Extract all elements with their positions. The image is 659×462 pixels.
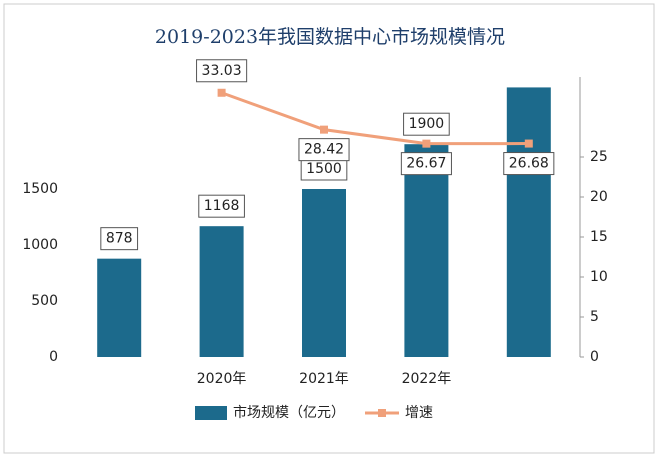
bar xyxy=(404,144,449,357)
line-label-box xyxy=(503,152,555,176)
y-tick-label: 0 xyxy=(49,349,58,365)
bar-label-box xyxy=(100,227,139,251)
bar xyxy=(506,87,551,357)
line-label: 33.03 xyxy=(202,63,242,79)
bar-label-box xyxy=(198,194,245,218)
y-tick-label: 1000 xyxy=(22,237,58,253)
line-marker xyxy=(320,125,328,134)
bar xyxy=(97,258,142,357)
legend-label: 增速 xyxy=(405,405,433,421)
chart-title: 2019-2023年我国数据中心市场规模情况 xyxy=(155,26,505,48)
x-tick-label: 2020年 xyxy=(197,371,247,387)
bar-label-box xyxy=(403,112,450,136)
line-label: 28.42 xyxy=(304,142,344,158)
legend-label: 市场规模（亿元） xyxy=(233,404,345,421)
line-marker xyxy=(524,139,533,148)
bar-label: 878 xyxy=(106,231,133,247)
line-label-box xyxy=(298,138,350,162)
x-tick-label: 2022年 xyxy=(402,371,452,387)
y2-tick-label: 10 xyxy=(590,269,608,285)
y2-tick-label: 20 xyxy=(590,189,608,205)
bar xyxy=(199,226,244,357)
line-label-box xyxy=(400,152,452,176)
line-label-box xyxy=(196,59,248,83)
line-marker xyxy=(217,88,226,97)
y2-tick-label: 25 xyxy=(590,149,608,165)
bar-label: 1900 xyxy=(409,116,445,132)
line-label: 26.68 xyxy=(509,156,549,172)
y2-tick-label: 5 xyxy=(590,309,599,325)
legend-marker xyxy=(378,409,386,417)
y-tick-label: 500 xyxy=(31,293,58,309)
bar-label: 1500 xyxy=(306,161,342,177)
y2-tick-label: 0 xyxy=(590,349,599,365)
y-tick-label: 1500 xyxy=(22,181,58,197)
line-marker xyxy=(422,139,431,148)
line xyxy=(221,91,529,146)
legend-swatch xyxy=(195,406,227,420)
x-tick-label: 2021年 xyxy=(299,371,349,387)
y2-tick-label: 15 xyxy=(590,229,608,245)
bar-label: 1168 xyxy=(204,198,240,214)
bar xyxy=(302,189,346,357)
line-label: 26.67 xyxy=(406,156,446,172)
